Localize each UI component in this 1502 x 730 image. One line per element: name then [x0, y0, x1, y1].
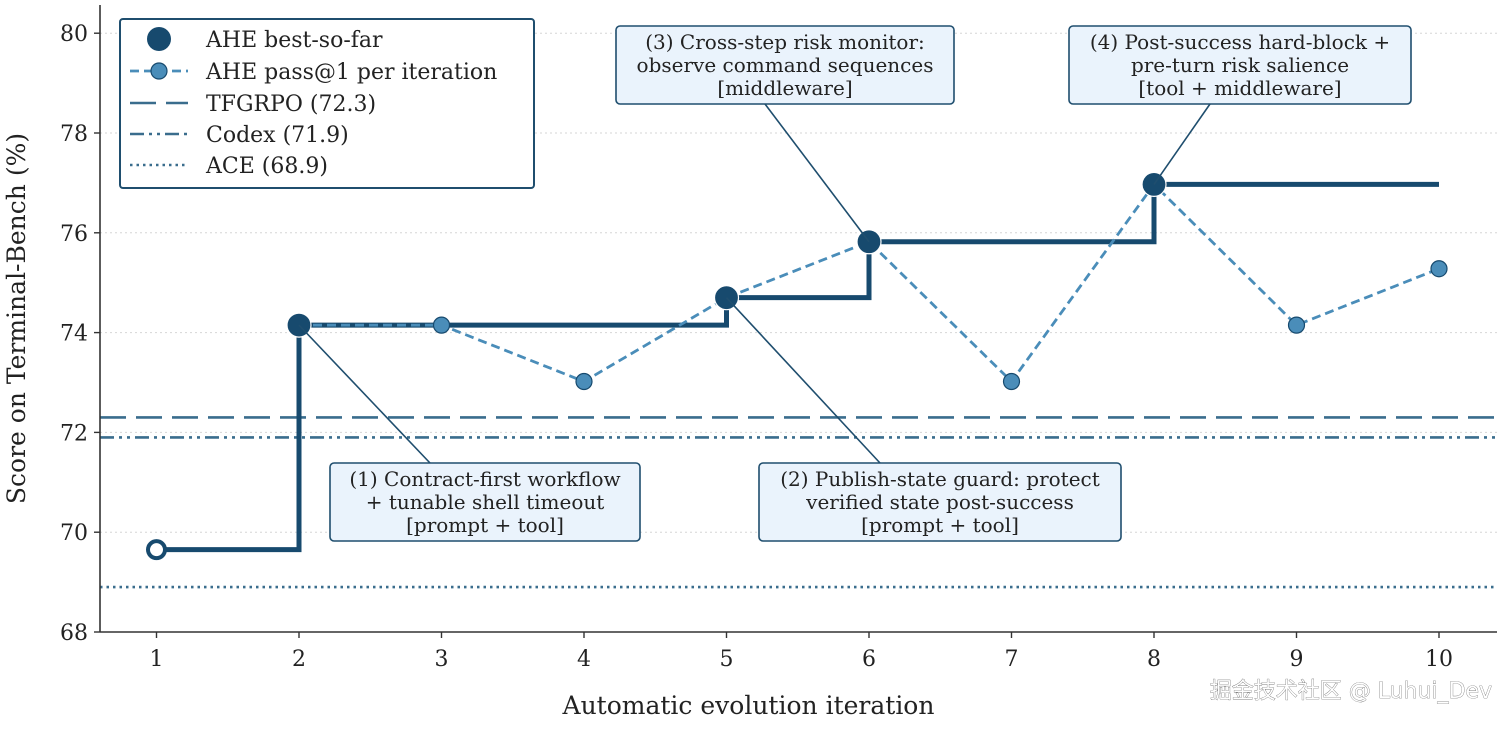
x-tick-label: 6 [862, 647, 876, 672]
annotation-text: [tool + middleware] [1138, 76, 1341, 100]
legend-marker-best [147, 27, 171, 51]
x-tick-label: 8 [1147, 647, 1161, 672]
annotation-text: (4) Post-success hard-block + [1090, 30, 1390, 54]
annotation-box [758, 462, 1122, 542]
y-tick-label: 72 [60, 421, 88, 446]
watermark: 掘金技术社区 @ Luhui_Dev [1210, 679, 1492, 704]
annotation-text: verified state post-success [805, 490, 1074, 514]
legend-box [119, 18, 535, 189]
y-tick-label: 78 [60, 122, 88, 147]
y-tick-label: 74 [60, 322, 88, 347]
annotation-text: (3) Cross-step risk monitor: [645, 30, 925, 54]
x-tick-label: 3 [435, 647, 449, 672]
annotation-text: + tunable shell timeout [366, 490, 605, 514]
y-tick-label: 70 [60, 521, 88, 546]
legend-label: ACE (68.9) [205, 154, 328, 179]
annotation-text: [prompt + tool] [861, 513, 1019, 537]
annotation-box [1068, 25, 1412, 105]
annotation-connector [298, 324, 431, 464]
legend-label: Codex (71.9) [206, 123, 349, 148]
x-tick-label: 5 [720, 647, 734, 672]
annotation-text: [prompt + tool] [406, 513, 564, 537]
y-tick-label: 80 [60, 22, 88, 47]
annotation-text: [middleware] [717, 76, 852, 100]
x-tick-label: 1 [150, 647, 164, 672]
legend: AHE best-so-far AHE pass@1 per iteration T… [119, 18, 535, 189]
annotation-text: observe command sequences [637, 53, 934, 77]
annotation-box [615, 25, 955, 105]
x-tick-label: 10 [1425, 647, 1453, 672]
x-tick-label: 9 [1290, 647, 1304, 672]
pass-point [1002, 372, 1021, 391]
legend-marker-pass [150, 62, 168, 80]
annotation-connector [1153, 103, 1211, 185]
legend-label: AHE best-so-far [205, 28, 383, 53]
y-tick-label: 68 [60, 621, 88, 646]
y-axis-title: Score on Terminal-Bench (%) [2, 133, 31, 504]
annotation-connectors [298, 103, 1211, 464]
annotation-text: (1) Contract-first workflow [349, 467, 620, 491]
pass-point [1287, 316, 1306, 334]
start-point [146, 539, 167, 561]
legend-label: TFGRPO (72.3) [206, 92, 376, 117]
legend-label: AHE pass@1 per iteration [205, 60, 497, 85]
annotation-text: (2) Publish-state guard: protect [780, 467, 1100, 491]
annotation-box [329, 462, 641, 542]
pass-point [575, 372, 593, 391]
annotation-connector [764, 103, 870, 243]
x-tick-label: 2 [292, 647, 306, 672]
x-axis-title: Automatic evolution iteration [562, 691, 935, 720]
x-tick-label: 7 [1005, 647, 1019, 672]
pass-point [1430, 260, 1448, 278]
x-tick-label: 4 [577, 647, 591, 672]
y-tick-label: 76 [60, 222, 88, 247]
pass-point [432, 316, 451, 334]
annotation-connector [725, 297, 881, 464]
baseline-lines [100, 416, 1497, 589]
annotations: (1) Contract-first workflow+ tunable she… [329, 25, 1412, 542]
annotation-text: pre-turn risk salience [1131, 53, 1349, 77]
pass-at-1-line [299, 182, 1440, 384]
